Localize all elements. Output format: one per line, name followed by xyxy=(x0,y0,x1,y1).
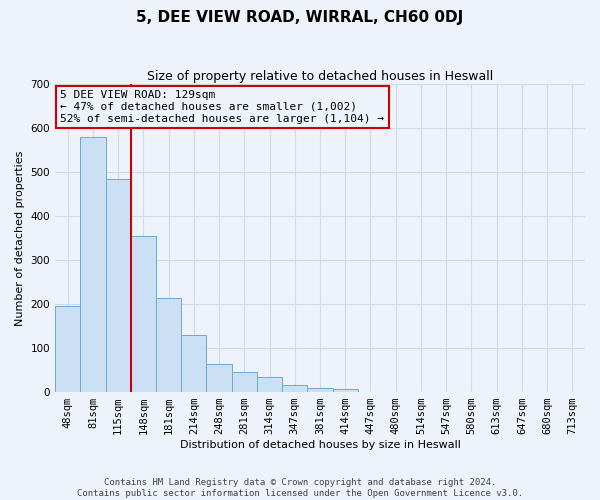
Bar xyxy=(332,389,358,392)
Title: Size of property relative to detached houses in Heswall: Size of property relative to detached ho… xyxy=(147,70,493,83)
Bar xyxy=(181,335,206,392)
Y-axis label: Number of detached properties: Number of detached properties xyxy=(15,150,25,326)
Bar xyxy=(282,384,307,392)
Bar xyxy=(106,178,131,392)
Bar xyxy=(131,236,156,392)
Bar xyxy=(307,388,332,392)
X-axis label: Distribution of detached houses by size in Heswall: Distribution of detached houses by size … xyxy=(179,440,460,450)
Text: 5, DEE VIEW ROAD, WIRRAL, CH60 0DJ: 5, DEE VIEW ROAD, WIRRAL, CH60 0DJ xyxy=(136,10,464,25)
Text: Contains HM Land Registry data © Crown copyright and database right 2024.
Contai: Contains HM Land Registry data © Crown c… xyxy=(77,478,523,498)
Bar xyxy=(55,306,80,392)
Bar xyxy=(232,372,257,392)
Text: 5 DEE VIEW ROAD: 129sqm
← 47% of detached houses are smaller (1,002)
52% of semi: 5 DEE VIEW ROAD: 129sqm ← 47% of detache… xyxy=(61,90,385,124)
Bar xyxy=(206,364,232,392)
Bar xyxy=(80,137,106,392)
Bar xyxy=(257,376,282,392)
Bar xyxy=(156,298,181,392)
